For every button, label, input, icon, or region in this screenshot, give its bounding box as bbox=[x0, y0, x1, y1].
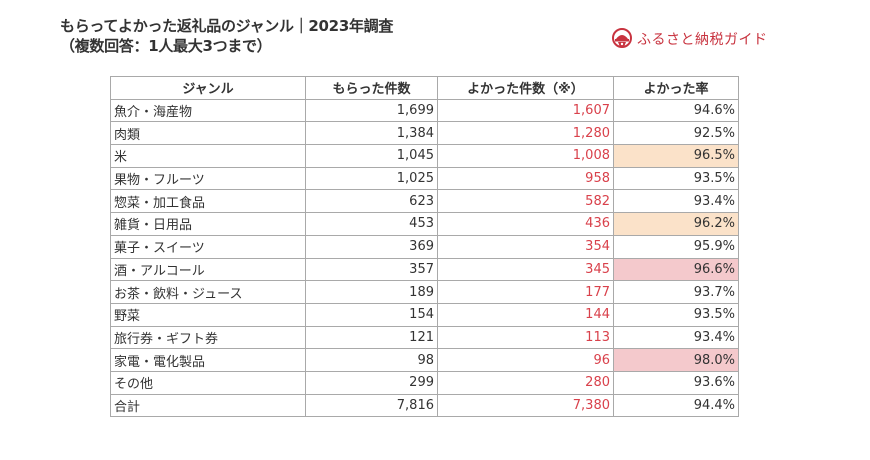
good-rate-cell: 94.6% bbox=[613, 98, 739, 123]
column-header-rate: よかった率 bbox=[613, 76, 739, 100]
table-row: 家電・電化製品 98 96 98.0% bbox=[110, 348, 739, 372]
column-header-received: もらった件数 bbox=[305, 76, 438, 100]
table-row: 米 1,045 1,008 96.5% bbox=[110, 144, 739, 168]
received-count-cell: 98 bbox=[305, 348, 438, 372]
page-subtitle: （複数回答：1人最大3つまで） bbox=[60, 37, 272, 55]
good-rate-cell: 93.4% bbox=[613, 325, 739, 350]
received-count-cell: 7,816 bbox=[305, 393, 438, 418]
received-count-cell: 1,384 bbox=[305, 121, 438, 146]
good-rate-cell: 93.6% bbox=[613, 370, 739, 395]
received-count-cell: 357 bbox=[305, 257, 438, 282]
genre-cell: お茶・飲料・ジュース bbox=[110, 280, 306, 304]
column-header-good: よかった件数（※） bbox=[437, 76, 614, 100]
genre-cell: 果物・フルーツ bbox=[110, 166, 306, 191]
received-count-cell: 1,025 bbox=[305, 166, 438, 191]
received-count-cell: 369 bbox=[305, 234, 438, 259]
good-count-cell: 1,280 bbox=[437, 121, 614, 146]
table-row: 菓子・スイーツ 369 354 95.9% bbox=[110, 234, 739, 259]
received-count-cell: 154 bbox=[305, 302, 438, 327]
table-body: 魚介・海産物 1,699 1,607 94.6% 肉類 1,384 1,280 92.5% 米 1… bbox=[110, 98, 739, 418]
title-block: もらってよかった返礼品のジャンル｜2023年調査 （複数回答：1人最大3つまで） bbox=[60, 16, 393, 56]
table-row: 野菜 154 144 93.5% bbox=[110, 302, 739, 327]
good-count-cell: 280 bbox=[437, 370, 614, 395]
furusato-nouzei-logo-icon bbox=[612, 28, 632, 48]
received-count-cell: 453 bbox=[305, 212, 438, 236]
good-rate-cell: 92.5% bbox=[613, 121, 739, 146]
genre-cell: 家電・電化製品 bbox=[110, 348, 306, 372]
genre-table: ジャンル もらった件数 よかった件数（※） よかった率 魚介・海産物 1,699 1… bbox=[110, 76, 739, 418]
genre-cell: 米 bbox=[110, 144, 306, 168]
received-count-cell: 1,045 bbox=[305, 144, 438, 168]
good-rate-cell: 93.5% bbox=[613, 302, 739, 327]
genre-cell: 肉類 bbox=[110, 121, 306, 146]
good-rate-cell: 94.4% bbox=[613, 393, 739, 418]
good-rate-cell: 93.5% bbox=[613, 166, 739, 191]
good-rate-cell: 96.2% bbox=[613, 212, 739, 236]
genre-cell: 雑貨・日用品 bbox=[110, 212, 306, 236]
genre-cell: 菓子・スイーツ bbox=[110, 234, 306, 259]
table-row: 雑貨・日用品 453 436 96.2% bbox=[110, 212, 739, 236]
good-count-cell: 177 bbox=[437, 280, 614, 304]
good-count-cell: 144 bbox=[437, 302, 614, 327]
received-count-cell: 1,699 bbox=[305, 98, 438, 123]
good-count-cell: 354 bbox=[437, 234, 614, 259]
table-row: 惣菜・加工食品 623 582 93.4% bbox=[110, 189, 739, 214]
good-count-cell: 7,380 bbox=[437, 393, 614, 418]
good-count-cell: 1,607 bbox=[437, 98, 614, 123]
good-rate-cell: 96.6% bbox=[613, 257, 739, 282]
table-total-row: 合計 7,816 7,380 94.4% bbox=[110, 393, 739, 418]
brand-logo: ふるさと納税ガイド bbox=[611, 28, 768, 50]
good-count-cell: 345 bbox=[437, 257, 614, 282]
good-rate-cell: 98.0% bbox=[613, 348, 739, 372]
table-row: 果物・フルーツ 1,025 958 93.5% bbox=[110, 166, 739, 191]
brand-name: ふるさと納税ガイド bbox=[637, 32, 768, 48]
page-title: もらってよかった返礼品のジャンル｜2023年調査 bbox=[60, 17, 394, 35]
table-row: 肉類 1,384 1,280 92.5% bbox=[110, 121, 739, 146]
good-rate-cell: 93.7% bbox=[613, 280, 739, 304]
genre-cell: 野菜 bbox=[110, 302, 306, 327]
table-row: お茶・飲料・ジュース 189 177 93.7% bbox=[110, 280, 739, 304]
good-count-cell: 96 bbox=[437, 348, 614, 372]
genre-cell: その他 bbox=[110, 370, 306, 395]
good-count-cell: 113 bbox=[437, 325, 614, 350]
good-count-cell: 958 bbox=[437, 166, 614, 191]
good-count-cell: 582 bbox=[437, 189, 614, 214]
table-header-row: ジャンル もらった件数 よかった件数（※） よかった率 bbox=[110, 76, 739, 100]
table-row: 酒・アルコール 357 345 96.6% bbox=[110, 257, 739, 282]
table-row: 旅行券・ギフト券 121 113 93.4% bbox=[110, 325, 739, 350]
good-count-cell: 436 bbox=[437, 212, 614, 236]
received-count-cell: 121 bbox=[305, 325, 438, 350]
received-count-cell: 189 bbox=[305, 280, 438, 304]
good-rate-cell: 93.4% bbox=[613, 189, 739, 214]
good-count-cell: 1,008 bbox=[437, 144, 614, 168]
genre-cell: 魚介・海産物 bbox=[110, 98, 306, 123]
good-rate-cell: 96.5% bbox=[613, 144, 739, 168]
genre-cell: 合計 bbox=[110, 393, 306, 418]
table-row: 魚介・海産物 1,699 1,607 94.6% bbox=[110, 98, 739, 123]
genre-cell: 旅行券・ギフト券 bbox=[110, 325, 306, 350]
good-rate-cell: 95.9% bbox=[613, 234, 739, 259]
table-row: その他 299 280 93.6% bbox=[110, 370, 739, 395]
received-count-cell: 299 bbox=[305, 370, 438, 395]
genre-cell: 惣菜・加工食品 bbox=[110, 189, 306, 214]
received-count-cell: 623 bbox=[305, 189, 438, 214]
genre-cell: 酒・アルコール bbox=[110, 257, 306, 282]
column-header-genre: ジャンル bbox=[110, 76, 306, 100]
